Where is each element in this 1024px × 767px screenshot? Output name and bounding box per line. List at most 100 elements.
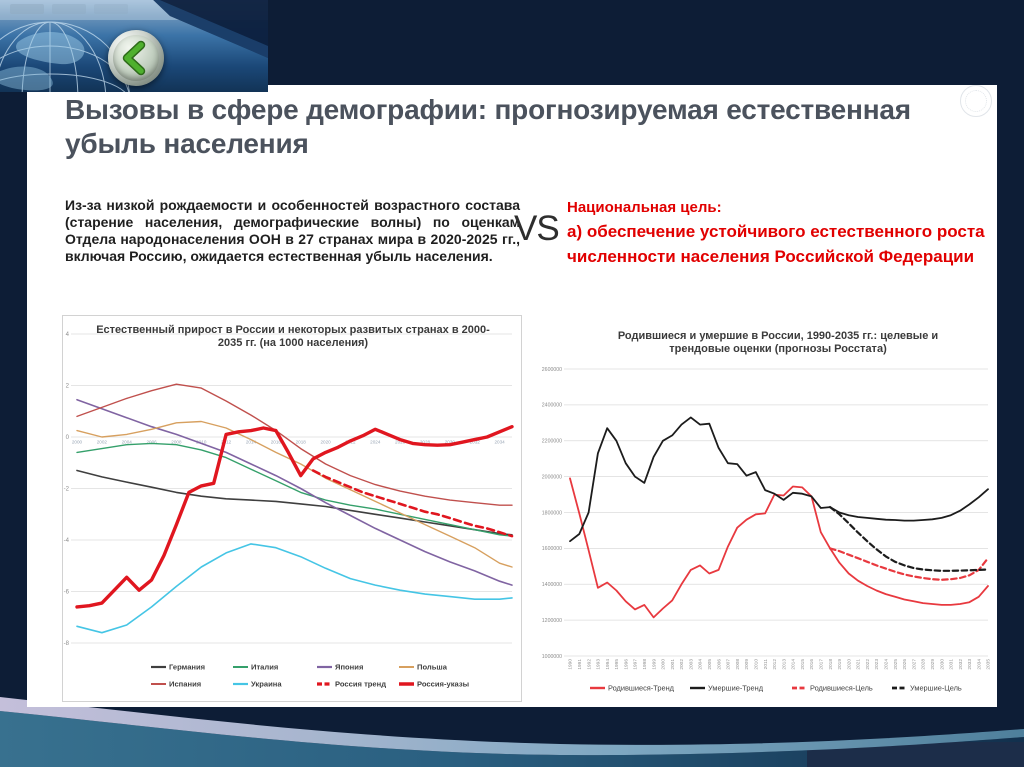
svg-text:2016: 2016 (809, 659, 815, 670)
svg-text:-8: -8 (64, 641, 70, 647)
svg-text:Украина: Украина (251, 680, 282, 689)
svg-text:2029: 2029 (930, 659, 936, 670)
svg-text:2005: 2005 (707, 659, 713, 670)
svg-text:0: 0 (66, 435, 70, 441)
svg-text:2012: 2012 (221, 440, 232, 445)
svg-text:1800000: 1800000 (542, 510, 562, 516)
svg-text:2035: 2035 (986, 659, 992, 670)
svg-text:Германия: Германия (169, 663, 205, 672)
svg-text:4: 4 (66, 332, 70, 338)
svg-text:2: 2 (66, 383, 70, 389)
globe-graphic (0, 0, 268, 92)
svg-text:2400000: 2400000 (542, 403, 562, 409)
svg-text:2012: 2012 (772, 659, 778, 670)
decorative-photo (0, 0, 268, 92)
national-goal: Национальная цель: а) обеспечение устойч… (567, 197, 999, 270)
svg-text:2007: 2007 (726, 659, 732, 670)
svg-text:1997: 1997 (633, 659, 639, 670)
svg-text:2002: 2002 (97, 440, 108, 445)
watermark-stamp (960, 85, 992, 117)
svg-text:2028: 2028 (420, 440, 431, 445)
svg-text:2030: 2030 (445, 440, 456, 445)
svg-text:1991: 1991 (577, 659, 583, 670)
svg-text:1992: 1992 (586, 659, 592, 670)
svg-text:2020: 2020 (846, 659, 852, 670)
svg-text:Япония: Япония (335, 663, 363, 672)
svg-text:2017: 2017 (819, 659, 825, 670)
national-goal-heading: Национальная цель: (567, 199, 722, 216)
svg-text:2035 гг. (на 1000 населения): 2035 гг. (на 1000 населения) (218, 337, 368, 349)
svg-text:-6: -6 (64, 589, 70, 595)
svg-text:2020: 2020 (320, 440, 331, 445)
svg-text:Естественный прирост в России: Естественный прирост в России и некоторы… (96, 324, 490, 336)
svg-text:2034: 2034 (494, 440, 505, 445)
svg-text:2019: 2019 (837, 659, 843, 670)
svg-text:2009: 2009 (744, 659, 750, 670)
svg-text:2018: 2018 (828, 659, 834, 670)
svg-text:Родившиеся и умершие в России,: Родившиеся и умершие в России, 1990-2035… (618, 330, 938, 342)
births-deaths-chart: 2600000 2400000 2200000 2000000 1800000 16000… (540, 325, 995, 700)
svg-text:2024: 2024 (884, 659, 890, 670)
svg-text:2003: 2003 (688, 659, 694, 670)
svg-text:2001: 2001 (670, 659, 676, 670)
svg-text:1995: 1995 (614, 659, 620, 670)
svg-text:трендовые оценки (прогнозы Рос: трендовые оценки (прогнозы Росстата) (669, 343, 887, 355)
svg-text:1999: 1999 (651, 659, 657, 670)
svg-text:2006: 2006 (716, 659, 722, 670)
svg-text:2006: 2006 (146, 440, 157, 445)
intro-paragraph: Из-за низкой рождаемости и особенностей … (65, 197, 520, 265)
svg-text:Испания: Испания (169, 680, 201, 689)
svg-text:2008: 2008 (171, 440, 182, 445)
svg-text:2021: 2021 (856, 659, 862, 670)
svg-text:2033: 2033 (967, 659, 973, 670)
back-button[interactable] (108, 30, 164, 86)
svg-text:1990: 1990 (568, 659, 574, 670)
svg-text:Родившиеся-Цель: Родившиеся-Цель (810, 684, 873, 693)
svg-text:1000000: 1000000 (542, 654, 562, 660)
svg-text:2030: 2030 (939, 659, 945, 670)
svg-text:1998: 1998 (642, 659, 648, 670)
svg-text:2010: 2010 (196, 440, 207, 445)
svg-text:2024: 2024 (370, 440, 381, 445)
svg-text:Польша: Польша (417, 663, 448, 672)
svg-text:2027: 2027 (911, 659, 917, 670)
slide-title: Вызовы в сфере демографии: прогнозируема… (65, 94, 911, 160)
svg-text:-4: -4 (64, 538, 70, 544)
svg-text:2004: 2004 (698, 659, 704, 670)
svg-text:2034: 2034 (976, 659, 982, 670)
svg-text:2014: 2014 (791, 659, 797, 670)
svg-text:2016: 2016 (271, 440, 282, 445)
svg-text:Родившиеся-Тренд: Родившиеся-Тренд (608, 684, 675, 693)
svg-text:2200000: 2200000 (542, 439, 562, 445)
svg-text:2000: 2000 (72, 440, 83, 445)
svg-text:2008: 2008 (735, 659, 741, 670)
national-goal-line2: численности населения Российской Федерац… (567, 247, 975, 267)
svg-text:1994: 1994 (605, 659, 611, 670)
svg-text:1993: 1993 (596, 659, 602, 670)
svg-text:2025: 2025 (893, 659, 899, 670)
svg-text:Умершие-Тренд: Умершие-Тренд (708, 684, 764, 693)
national-goal-line1: а) обеспечение устойчивого естественного… (567, 221, 985, 241)
content-panel: Вызовы в сфере демографии: прогнозируема… (27, 85, 997, 707)
svg-text:2010: 2010 (753, 659, 759, 670)
svg-text:Италия: Италия (251, 663, 278, 672)
svg-text:2026: 2026 (902, 659, 908, 670)
vs-label: VS (514, 209, 560, 248)
svg-text:2000: 2000 (661, 659, 667, 670)
svg-text:1996: 1996 (623, 659, 629, 670)
births-deaths-chart-svg: 2600000 2400000 2200000 2000000 1800000 16000… (542, 330, 992, 693)
svg-text:Россия тренд: Россия тренд (335, 680, 386, 689)
svg-text:2026: 2026 (395, 440, 406, 445)
svg-text:1200000: 1200000 (542, 618, 562, 624)
svg-text:2002: 2002 (679, 659, 685, 670)
svg-text:2032: 2032 (470, 440, 481, 445)
svg-text:Россия-указы: Россия-указы (417, 680, 469, 689)
svg-text:2032: 2032 (958, 659, 964, 670)
svg-text:2023: 2023 (874, 659, 880, 670)
svg-text:2028: 2028 (921, 659, 927, 670)
svg-text:2018: 2018 (296, 440, 307, 445)
svg-text:2000000: 2000000 (542, 474, 562, 480)
svg-text:2031: 2031 (949, 659, 955, 670)
svg-text:Умершие-Цель: Умершие-Цель (910, 684, 962, 693)
